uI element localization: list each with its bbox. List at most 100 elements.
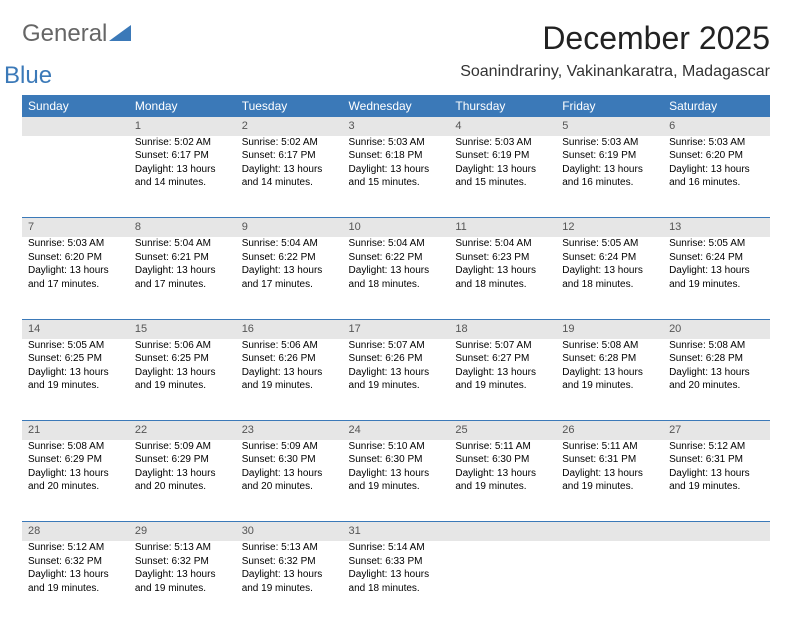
day-cell-line: Daylight: 13 hours — [562, 366, 657, 380]
day-cell: Sunrise: 5:07 AMSunset: 6:26 PMDaylight:… — [343, 339, 450, 421]
day-cell-line: Sunset: 6:32 PM — [28, 555, 123, 569]
day-cell-line: Daylight: 13 hours — [669, 467, 764, 481]
day-cell-line: and 19 minutes. — [135, 582, 230, 596]
day-cell-line: Daylight: 13 hours — [669, 366, 764, 380]
day-number: 7 — [22, 218, 129, 237]
day-cell-line: and 17 minutes. — [242, 278, 337, 292]
day-cell-line: and 16 minutes. — [669, 176, 764, 190]
header-thursday: Thursday — [449, 95, 556, 117]
day-cell-line: and 19 minutes. — [28, 379, 123, 393]
day-cell: Sunrise: 5:07 AMSunset: 6:27 PMDaylight:… — [449, 339, 556, 421]
day-cell-line: Daylight: 13 hours — [669, 264, 764, 278]
weekday-header-row: Sunday Monday Tuesday Wednesday Thursday… — [22, 95, 770, 117]
day-cell-line: Sunset: 6:29 PM — [28, 453, 123, 467]
day-number: 25 — [449, 421, 556, 440]
day-cell-line: and 19 minutes. — [242, 582, 337, 596]
day-cell: Sunrise: 5:05 AMSunset: 6:24 PMDaylight:… — [556, 237, 663, 319]
day-cell: Sunrise: 5:13 AMSunset: 6:32 PMDaylight:… — [129, 541, 236, 623]
day-number: 24 — [343, 421, 450, 440]
day-cell-line: and 17 minutes. — [135, 278, 230, 292]
day-number: 23 — [236, 421, 343, 440]
day-cell-line: Daylight: 13 hours — [669, 163, 764, 177]
day-cell-line: Daylight: 13 hours — [28, 568, 123, 582]
day-cell-line: Sunrise: 5:02 AM — [242, 136, 337, 150]
day-cell — [556, 541, 663, 623]
calendar-table: Sunday Monday Tuesday Wednesday Thursday… — [22, 95, 770, 623]
day-cell-line: and 19 minutes. — [135, 379, 230, 393]
day-cell-line: Sunset: 6:32 PM — [242, 555, 337, 569]
day-content-row: Sunrise: 5:02 AMSunset: 6:17 PM Daylight:… — [22, 136, 770, 218]
day-cell-line: and 15 minutes. — [455, 176, 550, 190]
day-cell: Sunrise: 5:05 AMSunset: 6:24 PMDaylight:… — [663, 237, 770, 319]
day-cell-line: and 16 minutes. — [562, 176, 657, 190]
logo-triangle-icon — [109, 25, 131, 41]
day-cell: Sunrise: 5:03 AMSunset: 6:18 PMDaylight:… — [343, 136, 450, 218]
day-cell-line: and 20 minutes. — [242, 480, 337, 494]
day-cell: Sunrise: 5:06 AMSunset: 6:26 PMDaylight:… — [236, 339, 343, 421]
day-cell-line: Sunrise: 5:06 AM — [242, 339, 337, 353]
day-cell-line: Sunrise: 5:11 AM — [562, 440, 657, 454]
day-cell: Sunrise: 5:14 AMSunset: 6:33 PMDaylight:… — [343, 541, 450, 623]
day-cell-line: Sunrise: 5:04 AM — [349, 237, 444, 251]
day-cell-line: Sunset: 6:19 PM — [562, 149, 657, 163]
day-cell-line: Sunrise: 5:08 AM — [669, 339, 764, 353]
day-cell: Sunrise: 5:02 AMSunset: 6:17 PMDaylight:… — [236, 136, 343, 218]
day-cell: Sunrise: 5:12 AMSunset: 6:31 PMDaylight:… — [663, 440, 770, 522]
day-cell-line: Sunrise: 5:12 AM — [28, 541, 123, 555]
day-cell-line: Sunset: 6:28 PM — [669, 352, 764, 366]
day-cell-line: and 18 minutes. — [349, 582, 444, 596]
day-cell-line: and 19 minutes. — [562, 480, 657, 494]
day-cell-line: Sunrise: 5:04 AM — [242, 237, 337, 251]
day-number: 22 — [129, 421, 236, 440]
day-cell-line: Sunset: 6:20 PM — [669, 149, 764, 163]
day-cell-line: and 19 minutes. — [669, 278, 764, 292]
day-cell-line: Sunset: 6:27 PM — [455, 352, 550, 366]
day-number: 10 — [343, 218, 450, 237]
day-cell: Sunrise: 5:08 AMSunset: 6:28 PMDaylight:… — [663, 339, 770, 421]
day-number: 31 — [343, 522, 450, 541]
day-cell: Sunrise: 5:10 AMSunset: 6:30 PMDaylight:… — [343, 440, 450, 522]
day-cell-line: Sunset: 6:30 PM — [349, 453, 444, 467]
day-cell: Sunrise: 5:08 AMSunset: 6:28 PMDaylight:… — [556, 339, 663, 421]
day-cell-line: and 19 minutes. — [242, 379, 337, 393]
day-number: 4 — [449, 117, 556, 136]
day-number: 3 — [343, 117, 450, 136]
day-number: 21 — [22, 421, 129, 440]
day-cell-line: Sunset: 6:24 PM — [669, 251, 764, 265]
day-content-row: Sunrise: 5:05 AMSunset: 6:25 PMDaylight:… — [22, 339, 770, 421]
header-tuesday: Tuesday — [236, 95, 343, 117]
day-cell-line: Sunset: 6:25 PM — [135, 352, 230, 366]
day-number — [556, 522, 663, 541]
day-cell-line: and 18 minutes. — [562, 278, 657, 292]
day-cell-line: Sunrise: 5:09 AM — [135, 440, 230, 454]
day-number: 16 — [236, 320, 343, 339]
day-number: 15 — [129, 320, 236, 339]
day-cell-line: Sunrise: 5:12 AM — [669, 440, 764, 454]
day-cell — [449, 541, 556, 623]
day-number — [449, 522, 556, 541]
day-cell: Sunrise: 5:04 AMSunset: 6:22 PMDaylight:… — [236, 237, 343, 319]
day-cell-line: Daylight: 13 hours — [242, 366, 337, 380]
day-cell: Sunrise: 5:03 AMSunset: 6:19 PMDaylight:… — [556, 136, 663, 218]
day-number — [663, 522, 770, 541]
day-number — [22, 117, 129, 136]
day-cell-line: and 14 minutes. — [242, 176, 337, 190]
day-cell-line: Sunrise: 5:03 AM — [28, 237, 123, 251]
header-wednesday: Wednesday — [343, 95, 450, 117]
title-block: December 2025 Soanindrariny, Vakinankara… — [460, 20, 770, 81]
day-number: 5 — [556, 117, 663, 136]
day-content-row: Sunrise: 5:08 AMSunset: 6:29 PMDaylight:… — [22, 440, 770, 522]
day-number: 12 — [556, 218, 663, 237]
header: General Blue December 2025 Soanindrariny… — [22, 20, 770, 81]
day-cell-line: Sunrise: 5:03 AM — [455, 136, 550, 150]
day-cell-line: and 19 minutes. — [562, 379, 657, 393]
month-title: December 2025 — [460, 20, 770, 57]
day-cell-line: Sunrise: 5:07 AM — [349, 339, 444, 353]
day-cell-line: Sunset: 6:21 PM — [135, 251, 230, 265]
day-number: 17 — [343, 320, 450, 339]
day-number: 11 — [449, 218, 556, 237]
day-cell-line: Sunset: 6:17 PM — [242, 149, 337, 163]
day-number: 27 — [663, 421, 770, 440]
day-cell-line: Daylight: 13 hours — [135, 366, 230, 380]
header-monday: Monday — [129, 95, 236, 117]
